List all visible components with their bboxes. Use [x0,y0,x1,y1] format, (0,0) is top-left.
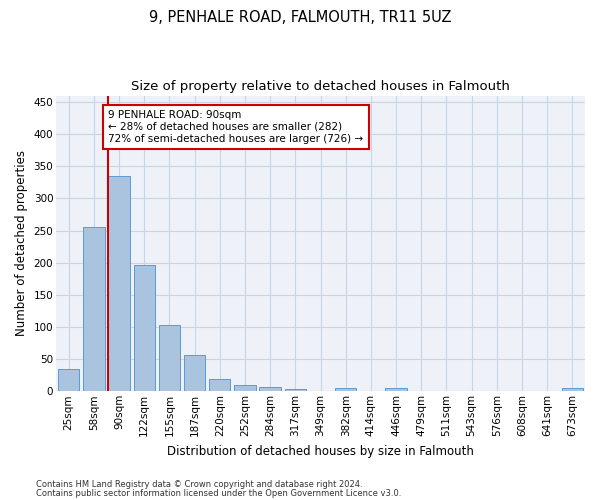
Bar [562,388,583,392]
Bar [259,388,281,392]
Text: 9 PENHALE ROAD: 90sqm
← 28% of detached houses are smaller (282)
72% of semi-det: 9 PENHALE ROAD: 90sqm ← 28% of detached … [109,110,364,144]
Bar [109,176,130,392]
Bar [184,354,205,392]
Bar [284,390,306,392]
X-axis label: Distribution of detached houses by size in Falmouth: Distribution of detached houses by size … [167,444,474,458]
Bar [58,369,79,392]
Bar [385,388,407,392]
Bar [134,264,155,392]
Bar [83,228,104,392]
Bar [159,325,180,392]
Y-axis label: Number of detached properties: Number of detached properties [15,150,28,336]
Bar [335,388,356,392]
Bar [209,379,230,392]
Bar [234,385,256,392]
Text: 9, PENHALE ROAD, FALMOUTH, TR11 5UZ: 9, PENHALE ROAD, FALMOUTH, TR11 5UZ [149,10,451,25]
Text: Contains public sector information licensed under the Open Government Licence v3: Contains public sector information licen… [36,489,401,498]
Title: Size of property relative to detached houses in Falmouth: Size of property relative to detached ho… [131,80,510,93]
Text: Contains HM Land Registry data © Crown copyright and database right 2024.: Contains HM Land Registry data © Crown c… [36,480,362,489]
